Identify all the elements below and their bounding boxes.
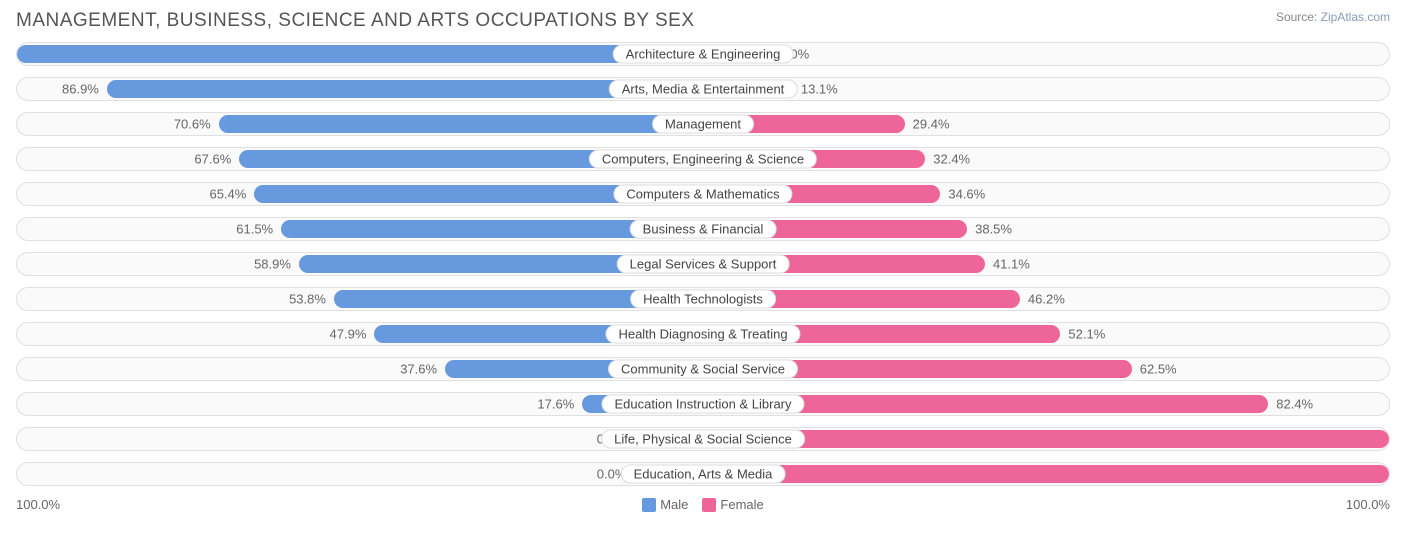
bar-row: 65.4% 34.6% Computers & Mathematics: [16, 182, 1390, 206]
female-bar: [703, 465, 1389, 483]
female-value: 46.2%: [1028, 292, 1065, 307]
category-label: Health Technologists: [630, 290, 776, 309]
category-label: Education, Arts & Media: [621, 465, 786, 484]
legend-male-label: Male: [660, 497, 688, 512]
male-value: 67.6%: [194, 152, 231, 167]
bar-row: 0.0%100.0%Life, Physical & Social Scienc…: [16, 427, 1390, 451]
category-label: Computers, Engineering & Science: [589, 150, 817, 169]
category-label: Education Instruction & Library: [601, 395, 804, 414]
category-label: Computers & Mathematics: [613, 185, 792, 204]
female-bar: [703, 430, 1389, 448]
male-value: 61.5%: [236, 222, 273, 237]
male-swatch-icon: [642, 498, 656, 512]
male-bar: [17, 45, 703, 63]
legend-female-label: Female: [720, 497, 763, 512]
bar-row: 0.0%100.0%Education, Arts & Media: [16, 462, 1390, 486]
bar-row: 53.8% 46.2% Health Technologists: [16, 287, 1390, 311]
male-value: 65.4%: [209, 187, 246, 202]
category-label: Life, Physical & Social Science: [601, 430, 805, 449]
male-value: 17.6%: [537, 397, 574, 412]
female-swatch-icon: [702, 498, 716, 512]
female-value: 38.5%: [975, 222, 1012, 237]
diverging-bar-chart: 100.0%0.0%Architecture & Engineering 86.9…: [16, 42, 1390, 486]
source-label: Source:: [1276, 10, 1317, 24]
bar-row: 61.5% 38.5% Business & Financial: [16, 217, 1390, 241]
source-name: ZipAtlas.com: [1321, 10, 1390, 24]
female-value: 34.6%: [948, 187, 985, 202]
male-value: 37.6%: [400, 362, 437, 377]
source-attribution: Source: ZipAtlas.com: [1276, 10, 1390, 24]
legend: Male Female: [642, 497, 764, 512]
bar-row: 37.6% 62.5% Community & Social Service: [16, 357, 1390, 381]
female-value: 41.1%: [993, 257, 1030, 272]
bar-row: 17.6% 82.4% Education Instruction & Librar…: [16, 392, 1390, 416]
male-value: 53.8%: [289, 292, 326, 307]
bar-row: 86.9% 13.1%Arts, Media & Entertainment: [16, 77, 1390, 101]
female-value: 29.4%: [913, 117, 950, 132]
bar-row: 47.9% 52.1% Health Diagnosing & Treating: [16, 322, 1390, 346]
category-label: Community & Social Service: [608, 360, 798, 379]
female-value: 52.1%: [1068, 327, 1105, 342]
female-value: 32.4%: [933, 152, 970, 167]
male-bar: [219, 115, 703, 133]
category-label: Management: [652, 115, 754, 134]
female-value: 82.4%: [1276, 397, 1313, 412]
category-label: Arts, Media & Entertainment: [609, 80, 798, 99]
legend-female: Female: [702, 497, 763, 512]
category-label: Legal Services & Support: [617, 255, 790, 274]
male-value: 86.9%: [62, 82, 99, 97]
category-label: Health Diagnosing & Treating: [605, 325, 800, 344]
chart-title: MANAGEMENT, BUSINESS, SCIENCE AND ARTS O…: [16, 10, 695, 32]
axis-left-label: 100.0%: [16, 497, 60, 512]
male-value: 70.6%: [174, 117, 211, 132]
legend-male: Male: [642, 497, 688, 512]
bar-row: 67.6% 32.4% Computers, Engineering & Scien…: [16, 147, 1390, 171]
male-value: 58.9%: [254, 257, 291, 272]
category-label: Architecture & Engineering: [613, 45, 794, 64]
bar-row: 100.0%0.0%Architecture & Engineering: [16, 42, 1390, 66]
chart-header: MANAGEMENT, BUSINESS, SCIENCE AND ARTS O…: [16, 10, 1390, 32]
female-value: 13.1%: [801, 82, 838, 97]
bar-row: 70.6% 29.4% Management: [16, 112, 1390, 136]
male-value: 47.9%: [330, 327, 367, 342]
axis-row: 100.0% Male Female 100.0%: [16, 497, 1390, 512]
category-label: Business & Financial: [630, 220, 777, 239]
female-value: 62.5%: [1140, 362, 1177, 377]
axis-right-label: 100.0%: [1346, 497, 1390, 512]
bar-row: 58.9% 41.1% Legal Services & Support: [16, 252, 1390, 276]
